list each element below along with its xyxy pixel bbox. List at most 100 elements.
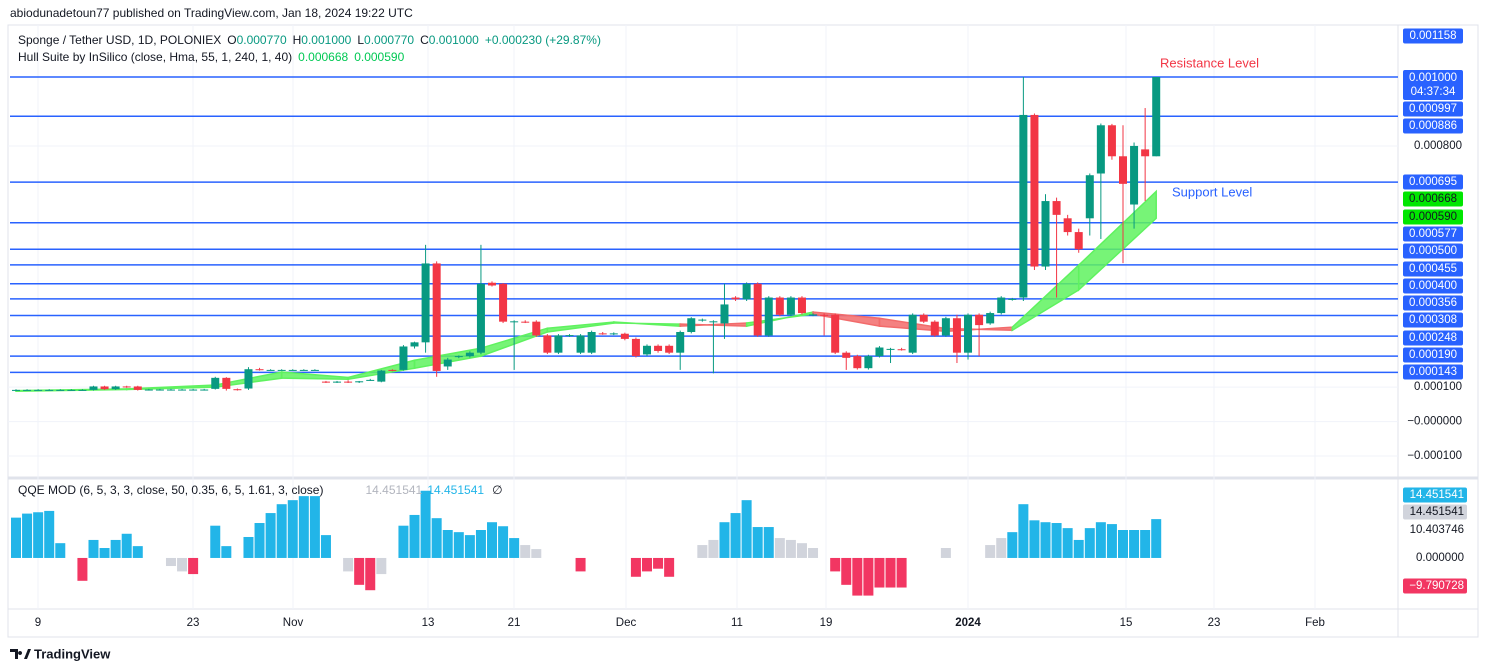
qqe-bar: [11, 517, 21, 558]
qqe-label: −9.790728: [1409, 580, 1464, 592]
qqe-bar: [177, 557, 188, 572]
qqe-bar: [653, 557, 664, 569]
candle-body: [642, 345, 651, 355]
price-label: 0.000190: [1409, 349, 1457, 361]
candle-body: [377, 370, 386, 382]
qqe-bar: [708, 539, 719, 558]
candle-body: [155, 389, 164, 391]
candle-body: [1096, 125, 1105, 174]
qqe-bar: [1062, 528, 1073, 558]
tradingview-logo: [10, 649, 31, 659]
candle-body: [122, 386, 131, 388]
legend-item: 0.000770: [237, 33, 287, 47]
candle-body: [78, 389, 87, 391]
qqe-bar: [1084, 528, 1095, 558]
legend-line: Hull Suite by InSilico (close, Hma, 55, …: [18, 50, 405, 64]
qqe-bar: [33, 512, 44, 558]
qqe-bar: [464, 535, 475, 558]
candle-body: [321, 381, 330, 383]
candle-body: [831, 314, 840, 353]
candle-body: [299, 369, 308, 371]
y-tick-label: 0.000100: [1414, 381, 1462, 393]
candle-body: [886, 348, 895, 350]
candle-body: [986, 313, 995, 324]
qqe-label-box: [1403, 578, 1467, 594]
qqe-bar: [752, 527, 763, 558]
qqe-bar: [841, 557, 852, 585]
candle-body: [410, 342, 419, 347]
legend-item: +0.000230 (+29.87%): [485, 33, 601, 47]
candle-body: [111, 386, 120, 390]
qqe-bar: [365, 557, 376, 591]
qqe-bar: [409, 514, 420, 558]
price-label-box: [1403, 312, 1463, 328]
qqe-bar: [475, 530, 486, 558]
time-tick-label: 11: [731, 617, 743, 629]
candle-body: [809, 314, 818, 316]
candle-body: [1119, 156, 1127, 184]
qqe-bar: [531, 549, 542, 558]
price-label: 0.000400: [1409, 280, 1457, 292]
candle-body: [67, 389, 76, 391]
candle-body: [1130, 145, 1139, 205]
candle-body: [842, 352, 851, 358]
candle-body: [1052, 201, 1061, 215]
qqe-bar: [630, 557, 641, 577]
resistance-annotation: Resistance Level: [1160, 55, 1259, 70]
price-label-box: [1403, 364, 1463, 380]
candle-body: [820, 314, 829, 316]
candle-body: [499, 283, 508, 322]
qqe-bar: [210, 525, 221, 558]
candle-body: [45, 389, 54, 391]
qqe-bar: [774, 538, 785, 558]
time-tick-label: Nov: [283, 617, 304, 629]
qqe-bar: [88, 539, 99, 558]
candle-body: [875, 347, 884, 357]
legend-item: 0.000590: [354, 50, 404, 64]
qqe-bar: [697, 545, 708, 558]
qqe-bar: [940, 548, 951, 558]
candle-body: [631, 338, 640, 357]
qqe-bar: [985, 545, 996, 558]
qqe-bar: [442, 530, 453, 558]
qqe-bar: [1018, 504, 1029, 558]
candle-body: [488, 282, 497, 286]
price-label-box: [1403, 226, 1463, 242]
candle-body: [908, 314, 917, 353]
candle-body: [34, 389, 43, 391]
candle-body: [1141, 149, 1150, 157]
qqe-label: 0.000000: [1416, 552, 1464, 564]
qqe-bar: [22, 513, 33, 558]
candle-body: [255, 369, 264, 371]
qqe-bar: [77, 557, 88, 581]
qqe-bar: [287, 500, 298, 558]
qqe-bar: [243, 536, 254, 558]
qqe-bar: [188, 557, 199, 575]
qqe-bar: [741, 500, 752, 558]
qqe-bar: [664, 557, 675, 577]
legend-item: 0.001000: [301, 33, 351, 47]
qqe-bar: [885, 557, 896, 588]
candle-body: [266, 369, 275, 371]
qqe-pane: [11, 490, 1162, 596]
qqe-bar: [1151, 519, 1162, 558]
price-label: 0.000308: [1409, 314, 1457, 326]
qqe-bar: [509, 538, 520, 558]
candle-body: [200, 389, 209, 391]
time-tick-label: Dec: [616, 617, 637, 629]
y-tick-label: 0.000800: [1414, 140, 1462, 152]
candle-body: [1152, 77, 1161, 157]
qqe-label: 14.451541: [1410, 506, 1464, 518]
candle-body: [333, 381, 342, 383]
candle-body: [277, 369, 286, 371]
candle-body: [100, 386, 109, 390]
legend-item: L: [357, 33, 364, 47]
candle-body: [344, 381, 353, 383]
price-label-box: [1403, 209, 1463, 225]
candle-body: [366, 379, 375, 381]
candle-body: [720, 304, 729, 324]
price-label-box: [1403, 243, 1463, 259]
publisher-line: abiodunadetoun77 published on TradingVie…: [10, 6, 413, 20]
